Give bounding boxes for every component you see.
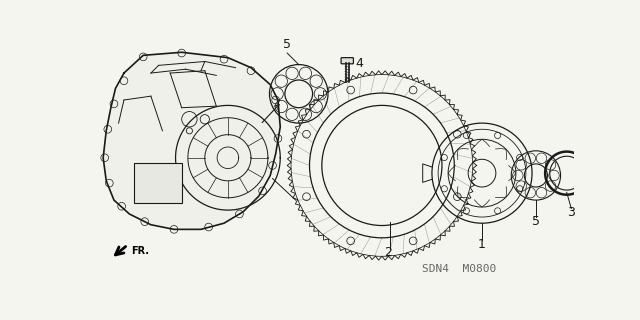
Text: 5: 5 (283, 38, 291, 51)
Text: FR.: FR. (131, 246, 149, 256)
Bar (134, 163, 182, 203)
Polygon shape (103, 52, 280, 229)
Text: 4: 4 (355, 57, 363, 70)
Text: 1: 1 (478, 238, 486, 251)
Text: SDN4  M0800: SDN4 M0800 (422, 264, 496, 275)
FancyBboxPatch shape (341, 58, 353, 64)
Text: 5: 5 (532, 215, 540, 228)
Text: 3: 3 (566, 206, 575, 219)
Text: 2: 2 (384, 246, 392, 259)
